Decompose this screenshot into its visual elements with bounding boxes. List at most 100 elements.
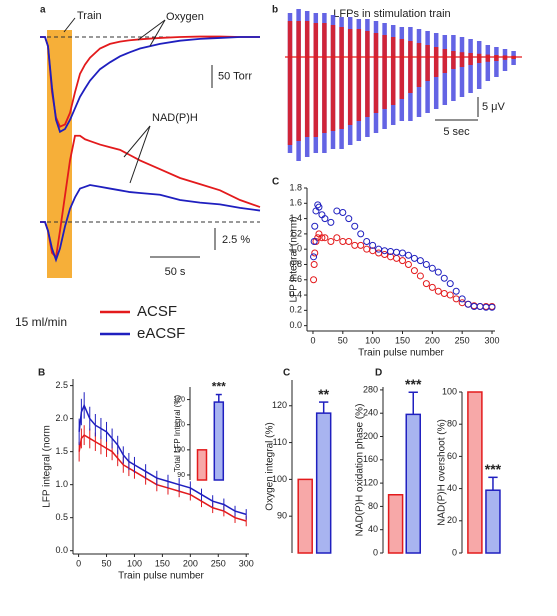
- y-tick-label: 100: [272, 474, 287, 484]
- mean-line: [78, 403, 247, 516]
- y-tick-label: 0.0: [289, 320, 302, 330]
- y-tick-label: 1.6: [289, 198, 302, 208]
- data-point: [333, 207, 341, 215]
- x-tick-label: 150: [395, 335, 410, 345]
- data-point: [410, 254, 418, 262]
- scale-label: 5 sec: [443, 126, 470, 138]
- legend-label: ACSF: [137, 303, 177, 320]
- data-point: [310, 238, 318, 246]
- chart-title: LFPs in stimulation train: [333, 8, 450, 20]
- bar: [213, 401, 225, 481]
- y-axis-label: LFP integral (norm): [289, 217, 300, 303]
- data-point: [357, 230, 365, 238]
- data-point: [434, 287, 442, 295]
- y-tick-label: 110: [273, 437, 287, 447]
- y-tick-label: 2.5: [55, 380, 68, 390]
- significance: ***: [212, 380, 226, 394]
- annotation-line: [129, 125, 151, 184]
- x-axis-label: Train pulse number: [118, 571, 204, 582]
- y-axis-label: Oxygen integral (%): [265, 422, 276, 510]
- annotation-line: [123, 125, 151, 158]
- x-tick-label: 50: [338, 335, 348, 345]
- data-point: [310, 260, 318, 268]
- x-tick-label: 200: [183, 558, 198, 568]
- data-point: [434, 268, 442, 276]
- bar: [387, 494, 404, 554]
- data-point: [446, 291, 454, 299]
- y-tick-label: 100: [173, 447, 185, 454]
- y-axis-label: Total LFP Integral (%): [173, 395, 182, 473]
- panel-letter: B: [38, 368, 45, 379]
- x-tick-label: 0: [310, 335, 315, 345]
- annotation-line: [149, 19, 166, 47]
- data-point: [345, 215, 353, 223]
- y-tick-label: 110: [174, 422, 185, 429]
- y-tick-label: 0.0: [55, 545, 68, 555]
- bar: [485, 489, 501, 554]
- scale-label: 5 μV: [482, 101, 506, 113]
- data-point: [369, 241, 377, 249]
- annotation-line: [137, 19, 166, 41]
- legend-label: eACSF: [137, 325, 185, 342]
- bar: [196, 449, 208, 481]
- scale-label: 2.5 %: [222, 234, 250, 246]
- data-point: [410, 267, 418, 275]
- panel-letter: a: [40, 5, 46, 16]
- y-tick-label: 0.8: [289, 259, 302, 269]
- y-tick-label: 120: [272, 400, 287, 410]
- data-point: [422, 280, 430, 288]
- y-tick-label: 120: [363, 477, 378, 487]
- y-tick-label: 240: [363, 408, 378, 418]
- data-point: [351, 241, 359, 249]
- data-point: [339, 208, 347, 216]
- y-tick-label: 160: [363, 454, 378, 464]
- data-point: [327, 218, 335, 226]
- y-tick-label: 60: [447, 451, 457, 461]
- data-point: [363, 238, 371, 246]
- data-point: [333, 234, 341, 242]
- data-point: [321, 215, 329, 223]
- data-point: [404, 251, 412, 259]
- y-tick-label: 40: [447, 483, 457, 493]
- annotation: Train: [77, 10, 102, 22]
- x-tick-label: 0: [76, 558, 81, 568]
- bar: [315, 412, 332, 554]
- annotation: Oxygen: [166, 11, 204, 23]
- y-tick-label: 0.4: [289, 289, 302, 299]
- y-tick-label: 100: [442, 386, 457, 396]
- data-point: [381, 251, 389, 259]
- data-point: [440, 274, 448, 282]
- y-tick-label: 1.2: [289, 228, 302, 238]
- x-tick-label: 300: [485, 335, 500, 345]
- data-point: [416, 272, 424, 280]
- trace-line: [40, 36, 260, 134]
- data-point: [422, 260, 430, 268]
- data-point: [488, 303, 496, 311]
- y-tick-label: 120: [173, 396, 185, 403]
- y-tick-label: 280: [363, 384, 378, 394]
- y-tick-label: 20: [447, 515, 457, 525]
- data-point: [311, 222, 319, 230]
- bar: [297, 478, 313, 554]
- data-point: [393, 254, 401, 262]
- data-point: [393, 248, 401, 256]
- data-point: [310, 276, 318, 284]
- y-axis-label: LFP integral (norm: [42, 425, 53, 508]
- data-point: [452, 295, 460, 303]
- data-point: [327, 238, 335, 246]
- data-point: [375, 245, 383, 253]
- y-tick-label: 0: [452, 547, 457, 557]
- data-point: [357, 241, 365, 249]
- bar: [405, 413, 421, 554]
- data-point: [351, 222, 359, 230]
- bar: [467, 391, 483, 554]
- significance: ***: [405, 376, 422, 392]
- y-tick-label: 80: [368, 501, 378, 511]
- data-point: [311, 249, 319, 257]
- y-tick-label: 200: [363, 431, 378, 441]
- y-tick-label: 80: [447, 419, 457, 429]
- data-point: [339, 238, 347, 246]
- y-axis-label: NAD(P)H oxidation phase (%): [355, 404, 366, 537]
- y-tick-label: 0.5: [55, 512, 68, 522]
